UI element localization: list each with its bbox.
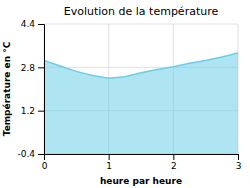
- line: [44, 53, 238, 78]
- x-axis: 0 1 2 3: [42, 154, 242, 171]
- tick: 3: [236, 154, 242, 171]
- tick: 1: [106, 154, 112, 171]
- tick: 1.2: [21, 106, 44, 116]
- tick-label: 3: [236, 161, 242, 171]
- tick-mark: [173, 154, 174, 160]
- area: [44, 53, 238, 154]
- grid: [44, 24, 238, 154]
- tick-mark: [38, 111, 44, 112]
- x-axis-title: heure par heure: [100, 176, 182, 186]
- tick-mark: [38, 67, 44, 68]
- tick-mark: [109, 154, 110, 160]
- tick-label: 2: [171, 161, 177, 171]
- tick: 0: [42, 154, 48, 171]
- tick-label: 1.2: [21, 106, 35, 116]
- marks: [44, 53, 238, 154]
- axis-line: [45, 155, 239, 161]
- tick-mark: [38, 24, 44, 25]
- tick-label: 1: [106, 161, 112, 171]
- title: Evolution de la température: [64, 5, 219, 18]
- tick-label: 4.4: [21, 19, 36, 29]
- tick: -0.4: [17, 149, 44, 159]
- tick-label: 0: [42, 161, 48, 171]
- tick: 4.4: [21, 19, 44, 29]
- y-axis: -0.4 1.2 2.8 4.4: [17, 19, 44, 159]
- tick: 2: [171, 154, 177, 171]
- tick-mark: [238, 154, 239, 160]
- grid-line: [44, 24, 238, 25]
- chart: 0 1 2 3 -0.4 1.2 2.8 4.4 Evolution de la tempéra…: [0, 0, 250, 188]
- tick-label: -0.4: [17, 149, 35, 159]
- plot: 0 1 2 3 -0.4 1.2 2.8 4.4: [17, 19, 241, 171]
- axis-line: [38, 25, 45, 155]
- y-axis-title: Température en °C: [2, 41, 12, 136]
- tick: 2.8: [21, 63, 44, 73]
- tick-label: 2.8: [21, 63, 36, 73]
- tick-mark: [38, 154, 44, 155]
